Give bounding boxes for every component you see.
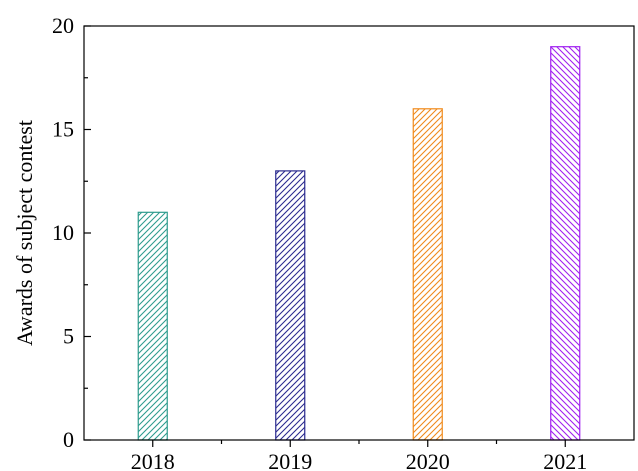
y-tick-label: 15 <box>52 117 74 142</box>
x-tick-label: 2018 <box>131 449 175 471</box>
bar-2019 <box>275 170 306 441</box>
y-tick-label: 10 <box>52 220 74 245</box>
y-ticks: 0 5 10 15 20 <box>52 13 91 452</box>
x-tick-label: 2019 <box>268 449 312 471</box>
bar-2020 <box>412 108 443 441</box>
bar-2018 <box>137 211 168 441</box>
y-tick-label: 20 <box>52 13 74 38</box>
x-tick-label: 2021 <box>543 449 587 471</box>
x-tick-label: 2020 <box>406 449 450 471</box>
x-ticks: 2018 2019 2020 2021 <box>131 440 587 471</box>
bars-layer <box>137 46 581 441</box>
y-axis-title: Awards of subject contest <box>12 120 37 346</box>
y-tick-label: 0 <box>63 427 74 452</box>
y-tick-label: 5 <box>63 324 74 349</box>
bar-2021 <box>550 46 581 441</box>
